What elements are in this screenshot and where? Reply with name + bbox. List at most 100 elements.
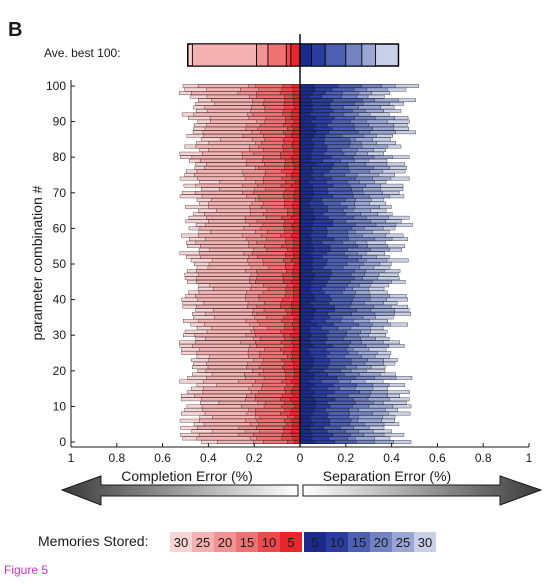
x-tick-label-2: 0.6 (154, 451, 171, 465)
completion-bar-54-0 (292, 247, 301, 252)
completion-bar-10-0 (294, 404, 301, 409)
separation-bar-55-0 (299, 244, 313, 249)
average-bar (187, 43, 400, 67)
separation-bar-60-0 (299, 226, 312, 231)
x-tick-label-7: 0.4 (383, 451, 400, 465)
y-tick-label-6: 60 (53, 221, 67, 235)
completion-arrow-icon (60, 475, 299, 506)
legend-swatch-completion-20 (214, 532, 236, 552)
completion-bar-56-0 (293, 240, 301, 245)
completion-bar-98-0 (292, 91, 301, 95)
avg-separation-segment-0 (299, 43, 312, 67)
completion-bar-91-0 (291, 116, 301, 120)
separation-bar-72-0 (299, 183, 313, 188)
separation-bar-37-0 (299, 308, 316, 313)
separation-bar-6-0 (299, 418, 312, 423)
separation-bar-35-0 (299, 315, 314, 320)
completion-bar-15-0 (292, 386, 301, 391)
completion-bar-0-0 (294, 440, 301, 444)
completion-error-label: Completion Error (%) (121, 468, 252, 484)
separation-bar-94-0 (299, 105, 313, 110)
separation-bar-16-0 (299, 383, 315, 387)
separation-bar-65-0 (299, 208, 313, 213)
separation-bar-93-0 (299, 109, 313, 113)
separation-bar-18-0 (299, 376, 314, 380)
separation-bar-70-0 (299, 190, 315, 195)
completion-bar-24-0 (292, 354, 301, 359)
completion-bar-61-0 (291, 223, 301, 227)
separation-bar-59-0 (299, 230, 313, 234)
completion-bar-32-0 (293, 326, 301, 330)
completion-bar-94-0 (294, 105, 301, 110)
separation-bar-71-0 (299, 187, 313, 192)
completion-bar-17-0 (291, 379, 301, 384)
separation-bar-3-0 (299, 429, 311, 434)
separation-bar-95-0 (299, 101, 313, 106)
separation-bar-75-0 (299, 173, 311, 177)
separation-bar-12-0 (299, 397, 316, 402)
legend-label-completion-25: 25 (196, 535, 210, 550)
x-tick-label-3: 0.4 (200, 451, 217, 465)
separation-bar-14-0 (299, 390, 315, 394)
legend-label-completion-5: 5 (287, 535, 294, 550)
separation-bar-92-0 (299, 112, 310, 117)
figure-panel-b: B Ave. best 100: 01020304050607080901001… (8, 19, 543, 552)
completion-bar-3-0 (291, 429, 301, 434)
completion-bar-93-0 (292, 109, 301, 113)
separation-bar-89-0 (299, 123, 316, 127)
completion-bar-88-0 (292, 126, 301, 131)
completion-bar-89-0 (291, 123, 301, 127)
completion-bar-45-0 (291, 279, 301, 284)
completion-bar-6-0 (291, 418, 301, 423)
y-tick-label-1: 10 (53, 399, 67, 413)
separation-bar-41-0 (299, 294, 314, 298)
legend-label-completion-15: 15 (240, 535, 254, 550)
legend-swatch-separation-15 (348, 532, 370, 552)
separation-bar-46-0 (299, 276, 314, 281)
legend-label-separation-5: 5 (311, 535, 318, 550)
separation-bar-32-0 (299, 326, 310, 330)
legend-title: Memories Stored: (38, 533, 148, 549)
separation-bar-51-0 (299, 258, 313, 263)
completion-bar-12-0 (290, 397, 301, 402)
completion-bar-66-0 (292, 205, 301, 209)
separation-bar-2-0 (299, 433, 313, 437)
y-tick-label-7: 70 (53, 186, 67, 200)
legend-label-completion-10: 10 (262, 535, 276, 550)
completion-bar-64-0 (293, 212, 301, 216)
completion-bar-7-0 (294, 415, 301, 419)
completion-bar-83-0 (291, 144, 301, 149)
separation-bar-54-0 (299, 247, 314, 252)
separation-bar-88-0 (299, 126, 314, 131)
completion-bar-47-0 (292, 272, 301, 277)
x-tick-label-8: 0.6 (429, 451, 446, 465)
completion-bar-59-0 (293, 230, 301, 234)
y-tick-label-5: 50 (53, 257, 67, 271)
separation-bar-66-0 (299, 205, 311, 209)
separation-bar-52-0 (299, 255, 313, 259)
completion-bar-92-0 (291, 112, 301, 117)
panel-label: B (8, 19, 22, 41)
separation-bar-27-0 (299, 344, 314, 348)
separation-bar-15-0 (299, 386, 311, 391)
legend-swatch-separation-5 (304, 532, 326, 552)
completion-bar-44-0 (293, 283, 301, 288)
legend-label-completion-20: 20 (218, 535, 232, 550)
legend-swatch-separation-10 (326, 532, 348, 552)
legend-swatch-completion-15 (236, 532, 258, 552)
separation-bar-34-0 (299, 319, 311, 323)
completion-bar-37-0 (292, 308, 301, 313)
average-row-label: Ave. best 100: (44, 46, 121, 60)
legend-label-separation-10: 10 (330, 535, 344, 550)
legend-label-separation-20: 20 (374, 535, 388, 550)
separation-bar-58-0 (299, 233, 311, 238)
y-tick-label-9: 90 (53, 115, 67, 129)
legend-swatch-completion-25 (192, 532, 214, 552)
separation-bar-21-0 (299, 365, 313, 370)
separation-bar-63-0 (299, 215, 315, 220)
separation-bar-31-0 (299, 329, 311, 334)
completion-bar-50-0 (294, 262, 301, 266)
completion-bar-48-0 (292, 269, 301, 273)
completion-bar-57-0 (292, 237, 301, 241)
separation-bar-1-0 (299, 436, 312, 441)
